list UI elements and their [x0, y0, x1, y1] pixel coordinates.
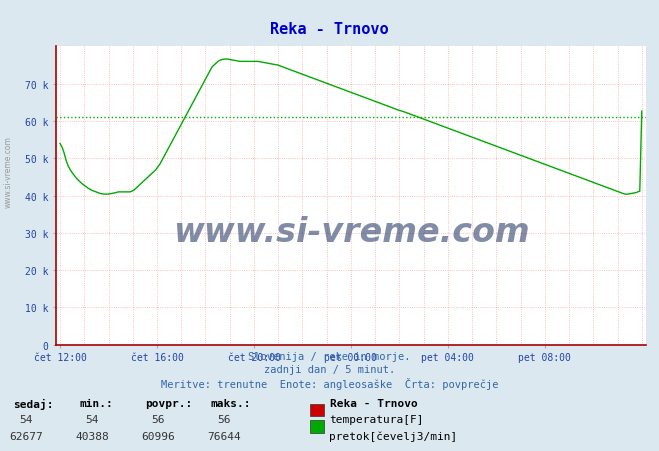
Text: 56: 56 — [152, 414, 165, 424]
Text: Reka - Trnovo: Reka - Trnovo — [270, 22, 389, 37]
Text: www.si-vreme.com: www.si-vreme.com — [173, 216, 529, 249]
Text: 60996: 60996 — [141, 431, 175, 441]
Text: 54: 54 — [20, 414, 33, 424]
Text: temperatura[F]: temperatura[F] — [330, 414, 424, 424]
Text: 40388: 40388 — [75, 431, 109, 441]
Text: pretok[čevelj3/min]: pretok[čevelj3/min] — [330, 431, 458, 441]
Text: maks.:: maks.: — [211, 398, 251, 408]
Text: Meritve: trenutne  Enote: angleosaške  Črta: povprečje: Meritve: trenutne Enote: angleosaške Črt… — [161, 377, 498, 389]
Text: 56: 56 — [217, 414, 231, 424]
Text: www.si-vreme.com: www.si-vreme.com — [3, 135, 13, 207]
Text: 76644: 76644 — [207, 431, 241, 441]
Text: zadnji dan / 5 minut.: zadnji dan / 5 minut. — [264, 364, 395, 374]
Text: Reka - Trnovo: Reka - Trnovo — [330, 398, 417, 408]
Text: 62677: 62677 — [9, 431, 43, 441]
Text: sedaj:: sedaj: — [13, 398, 53, 409]
Text: povpr.:: povpr.: — [145, 398, 192, 408]
Text: Slovenija / reke in morje.: Slovenija / reke in morje. — [248, 351, 411, 361]
Text: 54: 54 — [86, 414, 99, 424]
Text: min.:: min.: — [79, 398, 113, 408]
